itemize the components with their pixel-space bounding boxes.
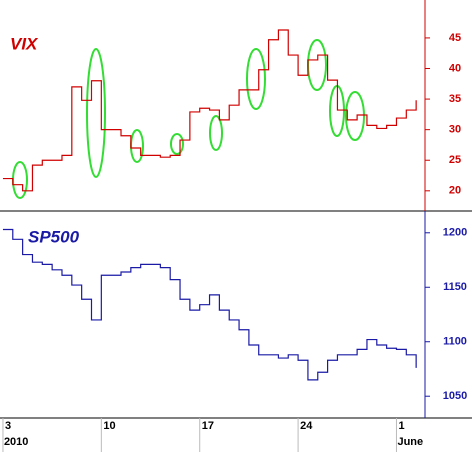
highlight-oval: [246, 48, 266, 110]
x-tick-label: 24: [300, 420, 313, 432]
y-tick-label: 25: [449, 154, 461, 166]
highlight-oval: [170, 133, 184, 155]
y-tick-label: 40: [449, 62, 461, 74]
y-tick-label: 35: [449, 93, 461, 105]
x-tick-label: 3: [5, 420, 11, 432]
chart-title: VIX: [10, 34, 39, 53]
y-tick-label: 1050: [443, 390, 467, 402]
series-line: [2, 29, 417, 192]
y-tick-label: 45: [449, 32, 461, 44]
highlight-oval: [209, 115, 223, 151]
highlight-oval: [86, 48, 106, 178]
y-tick-label: 20: [449, 185, 461, 197]
x-sublabel: June: [397, 436, 423, 448]
x-tick-label: 17: [202, 420, 214, 432]
y-tick-label: 1100: [443, 336, 467, 348]
y-tick-label: 1200: [443, 227, 467, 239]
highlight-ovals: [12, 39, 365, 199]
highlight-oval: [345, 91, 365, 141]
chart-title: SP500: [28, 227, 80, 246]
x-tick-label: 10: [103, 420, 115, 432]
series-line: [2, 228, 417, 381]
y-tick-label: 1150: [443, 281, 467, 293]
y-tick-label: 30: [449, 124, 461, 136]
x-tick-label: 1: [398, 420, 404, 432]
x-sublabel: 2010: [4, 436, 28, 448]
